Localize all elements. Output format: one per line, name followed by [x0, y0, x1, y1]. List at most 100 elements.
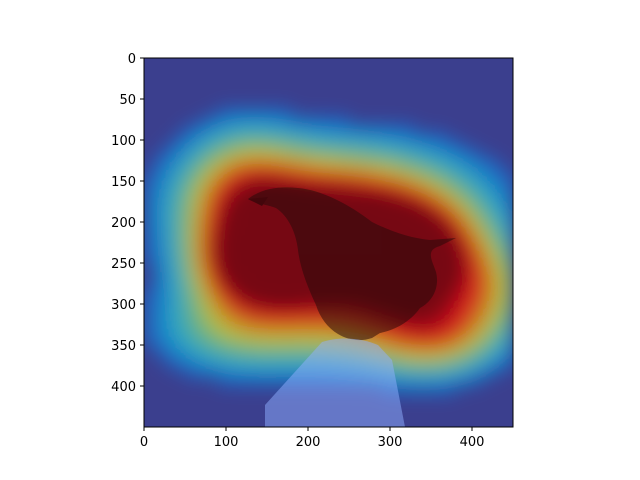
heatmap-cell	[267, 336, 276, 346]
x-tick-label: 0	[140, 435, 148, 450]
heatmap-cell	[185, 345, 194, 354]
heatmap-cell	[267, 263, 276, 272]
heatmap-cell	[406, 386, 416, 395]
heatmap-cell	[275, 156, 284, 166]
heatmap-cell	[193, 222, 202, 231]
heatmap-cell	[242, 345, 252, 354]
heatmap-cell	[217, 287, 227, 297]
heatmap-cell	[176, 197, 186, 207]
heatmap-cell	[217, 295, 227, 305]
heatmap-cell	[226, 320, 235, 330]
heatmap-cell	[422, 336, 432, 346]
heatmap-cell	[160, 156, 170, 166]
heatmap-cell	[160, 172, 170, 182]
heatmap-cell	[226, 172, 235, 182]
heatmap-cell	[152, 263, 161, 272]
heatmap-cell	[504, 246, 513, 256]
heatmap-cell	[439, 263, 448, 272]
heatmap-cell	[299, 287, 309, 297]
heatmap-cell	[217, 312, 227, 321]
heatmap-cell	[472, 172, 481, 182]
heatmap-cell	[472, 246, 481, 256]
heatmap-cell	[447, 263, 457, 272]
heatmap-cell	[291, 246, 301, 256]
heatmap-cell	[488, 304, 498, 313]
heatmap-cell	[250, 295, 260, 305]
heatmap-cell	[504, 336, 513, 346]
heatmap-cell	[250, 328, 260, 338]
heatmap-cell	[463, 271, 473, 280]
heatmap-cell	[431, 181, 440, 190]
heatmap-cell	[168, 254, 178, 264]
heatmap-cell	[275, 312, 284, 321]
heatmap-cell	[455, 263, 465, 272]
heatmap-cell	[242, 271, 252, 280]
heatmap-cell	[234, 353, 243, 362]
heatmap-cell	[144, 205, 153, 215]
heatmap-cell	[422, 328, 432, 338]
heatmap-cell	[439, 369, 448, 379]
heatmap-cell	[504, 320, 513, 330]
heatmap-cell	[275, 279, 284, 289]
heatmap-cell	[308, 295, 317, 305]
heatmap-cell	[439, 295, 448, 305]
heatmap-cell	[267, 320, 276, 330]
heatmap-cell	[447, 189, 457, 198]
heatmap-cell	[217, 271, 227, 280]
heatmap-cell	[414, 328, 424, 338]
heatmap-cell	[234, 172, 243, 182]
heatmap-cell	[332, 164, 342, 174]
heatmap-cell	[324, 115, 334, 125]
heatmap-cell	[242, 336, 252, 346]
heatmap-cell	[365, 189, 375, 198]
heatmap-cell	[381, 205, 391, 215]
heatmap-cell	[291, 304, 301, 313]
heatmap-cell	[422, 377, 432, 387]
heatmap-cell	[152, 205, 161, 215]
heatmap-cell	[283, 131, 293, 141]
heatmap-cell	[176, 246, 186, 256]
heatmap-cell	[299, 320, 309, 330]
heatmap-cell	[472, 222, 481, 231]
heatmap-cell	[488, 320, 498, 330]
heatmap-cell	[340, 172, 350, 182]
heatmap-cell	[168, 287, 178, 297]
heatmap-cell	[176, 263, 186, 272]
heatmap-cell	[201, 197, 211, 207]
heatmap-cell	[349, 172, 358, 182]
heatmap-cell	[226, 140, 235, 149]
heatmap-cell	[201, 189, 211, 198]
heatmap-cell	[422, 164, 432, 174]
heatmap-cell	[258, 369, 268, 379]
heatmap-cell	[160, 164, 170, 174]
heatmap-cell	[340, 156, 350, 166]
heatmap-cell	[160, 271, 170, 280]
heatmap-cell	[455, 213, 465, 223]
heatmap-cell	[283, 295, 293, 305]
heatmap-cell	[168, 156, 178, 166]
heatmap-cell	[209, 115, 219, 125]
heatmap-cell	[160, 287, 170, 297]
heatmap-cell	[308, 140, 317, 149]
heatmap-cell	[357, 205, 366, 215]
heatmap-cell	[414, 222, 424, 231]
heatmap-cell	[234, 295, 243, 305]
heatmap-cell	[414, 312, 424, 321]
heatmap-cell	[144, 246, 153, 256]
heatmap-cell	[193, 312, 202, 321]
heatmap-cell	[381, 131, 391, 141]
heatmap-cell	[291, 131, 301, 141]
heatmap-cell	[209, 156, 219, 166]
heatmap-cell	[226, 148, 235, 157]
heatmap-cell	[308, 181, 317, 190]
heatmap-cell	[496, 164, 506, 174]
heatmap-cell	[258, 164, 268, 174]
heatmap-cell	[439, 148, 448, 157]
heatmap-cell	[267, 172, 276, 182]
heatmap-cell	[160, 345, 170, 354]
heatmap-cell	[431, 304, 440, 313]
heatmap-cell	[185, 295, 194, 305]
heatmap-cell	[152, 222, 161, 231]
heatmap-cell	[463, 369, 473, 379]
heatmap-cell	[185, 263, 194, 272]
